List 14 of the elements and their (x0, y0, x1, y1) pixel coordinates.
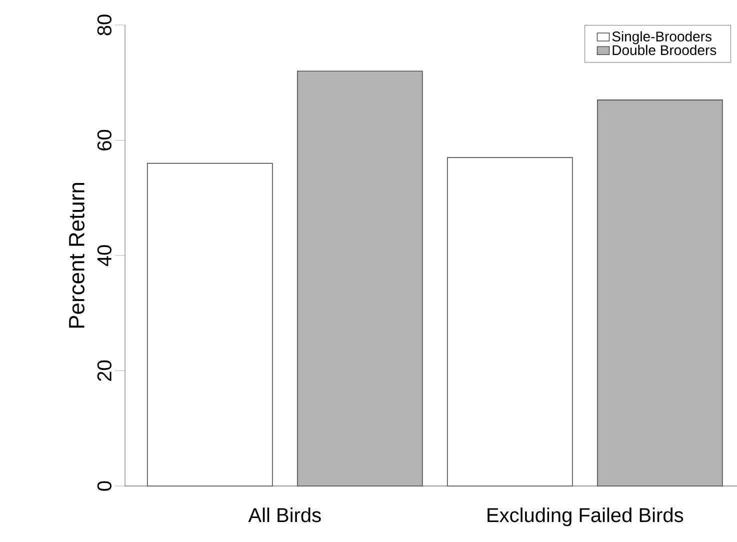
bar (297, 70, 423, 486)
y-tick-label: 40 (97, 245, 112, 266)
bar (597, 100, 723, 486)
x-tick-label: Excluding Failed Birds (488, 508, 684, 526)
y-tick-label: 80 (97, 14, 112, 36)
y-tick-label: 20 (97, 360, 112, 381)
x-tick-label: All Birds (248, 508, 321, 522)
y-tick-label: 0 (97, 481, 112, 491)
legend-label: Single-Brooders (612, 31, 712, 44)
y-axis-title: Percent Return (69, 182, 84, 328)
legend-label: Double Brooders (612, 44, 716, 56)
y-tick-label: 60 (97, 130, 112, 150)
bar (147, 162, 273, 486)
bar (447, 157, 573, 486)
